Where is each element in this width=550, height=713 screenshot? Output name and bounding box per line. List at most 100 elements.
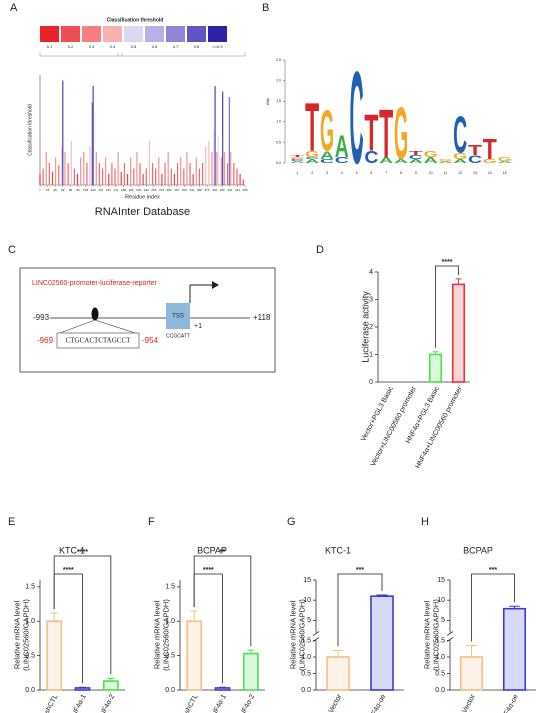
y-tick-label: 0.5 <box>276 140 281 144</box>
colorbar-label: 0.5 <box>131 44 137 49</box>
logo-letter: A <box>498 160 514 164</box>
colorbar-title: Classification threshold <box>107 17 164 23</box>
logo-letter: T <box>379 97 393 173</box>
colorbar-label: 0.3 <box>89 44 95 49</box>
logo-letter: T <box>483 134 497 166</box>
x-tick-label: 52 <box>61 188 65 192</box>
x-tick-label: 460 <box>242 188 247 192</box>
y-tick-label: 1 <box>369 351 373 358</box>
logo-letter: C <box>409 154 423 160</box>
significance-label: ** <box>220 549 226 556</box>
y-tick-label: 10 <box>437 597 445 604</box>
error-bar <box>332 649 344 657</box>
panel-label: F <box>148 516 155 528</box>
chart-title: BCPAP <box>197 545 227 555</box>
tss-label: TSS <box>172 314 184 320</box>
significance-bracket <box>53 573 83 684</box>
significance-label: *** <box>489 567 497 574</box>
bar <box>370 595 394 691</box>
x-tick-label: 205 <box>129 188 134 192</box>
x-tick-label: 5 <box>356 171 358 175</box>
error-bar <box>455 278 462 285</box>
panel-label: H <box>421 516 429 528</box>
site-seq: CTGCACTCTAGCCT <box>66 337 132 345</box>
x-tick-label: 426 <box>227 188 232 192</box>
y-tick-label: 0.5 <box>435 670 445 677</box>
colorbar-swatch <box>82 26 101 42</box>
colorbar-label: 0.7 <box>173 44 179 49</box>
panel-label: E <box>8 516 15 528</box>
logo-letter: A <box>320 149 334 162</box>
logo-letter: A <box>379 156 394 165</box>
callout-line <box>94 319 136 334</box>
y-tick-label: 4 <box>369 269 373 276</box>
logo-letter: G <box>438 158 453 162</box>
x-tick-label: 8 <box>400 171 402 175</box>
chart-title: KTC-1 <box>325 545 351 555</box>
chart-title: BCPAP <box>463 545 493 555</box>
y-tick-label: 1.0 <box>276 120 281 124</box>
bar <box>102 680 119 691</box>
x-tick-label: Vector <box>328 693 344 713</box>
callout-line <box>59 319 96 334</box>
y-tick-label: 2.5 <box>276 58 281 62</box>
start-label: -993 <box>33 313 50 322</box>
x-tick-label: 239 <box>144 188 149 192</box>
colorbar-swatch <box>40 26 59 42</box>
y-tick-label: 1.0 <box>301 654 311 661</box>
x-tick-label: 4 <box>341 171 343 175</box>
colorbar-swatch <box>208 26 227 42</box>
colorbar-label: 0.1 <box>47 44 53 49</box>
y-tick-label: 1.5 <box>435 637 445 644</box>
logo-letter: C <box>364 147 378 167</box>
bar <box>214 687 231 691</box>
x-tick-label: 375 <box>205 188 210 192</box>
x-tick-label: 188 <box>121 188 126 192</box>
logo-letter: A <box>394 158 408 164</box>
logo-letter: C <box>290 158 306 162</box>
x-tick-label: shHNF4α-2 <box>233 693 256 713</box>
bar <box>428 353 443 383</box>
x-tick-label: HNF4α-oe <box>366 693 387 713</box>
x-tick-label: 2 <box>311 171 313 175</box>
significance-bracket <box>193 573 223 684</box>
x-tick-label: 171 <box>113 188 118 192</box>
x-tick-label: 35 <box>54 188 58 192</box>
panel-label: C <box>8 244 16 256</box>
x-tick-label: shCTL <box>44 693 60 713</box>
y-tick-label: 0.0 <box>301 687 311 694</box>
error-bar <box>509 605 520 609</box>
x-tick-label: shHNF4α-1 <box>205 693 228 713</box>
logo-letter: G <box>424 149 438 158</box>
selection-bracket <box>39 52 246 57</box>
x-tick-label: 307 <box>174 188 179 192</box>
y-tick-label: 0 <box>369 379 373 386</box>
error-bar <box>50 612 58 622</box>
x-tick-label: 103 <box>83 188 88 192</box>
bar <box>74 687 91 691</box>
x-tick-label: 358 <box>197 188 202 192</box>
x-tick-label: shCTL <box>184 693 200 713</box>
x-tick-label: HNF4α+LINC00560 promoter <box>415 385 465 470</box>
arrow-head <box>212 281 219 289</box>
colorbar-swatch <box>124 26 143 42</box>
logo-letter: T <box>305 90 319 166</box>
error-bar <box>466 644 477 657</box>
y-axis-label: Relative mRNA level <box>422 600 431 669</box>
bar <box>459 656 484 691</box>
x-tick-label: 341 <box>189 188 194 192</box>
panel-label: A <box>10 2 18 14</box>
logo-letter: G <box>394 93 408 176</box>
panel-c-frame <box>19 267 276 373</box>
y-tick-label: 0.5 <box>165 652 175 659</box>
x-tick-label: Vector <box>461 693 477 713</box>
y-tick-label: 1.0 <box>165 618 175 625</box>
error-bar <box>247 649 255 654</box>
x-tick-label: 273 <box>159 188 164 192</box>
error-bar <box>376 594 388 597</box>
x-tick-label: 256 <box>151 188 156 192</box>
colorbar-label: 0.4 <box>110 44 116 49</box>
x-tick-label: 69 <box>69 188 73 192</box>
